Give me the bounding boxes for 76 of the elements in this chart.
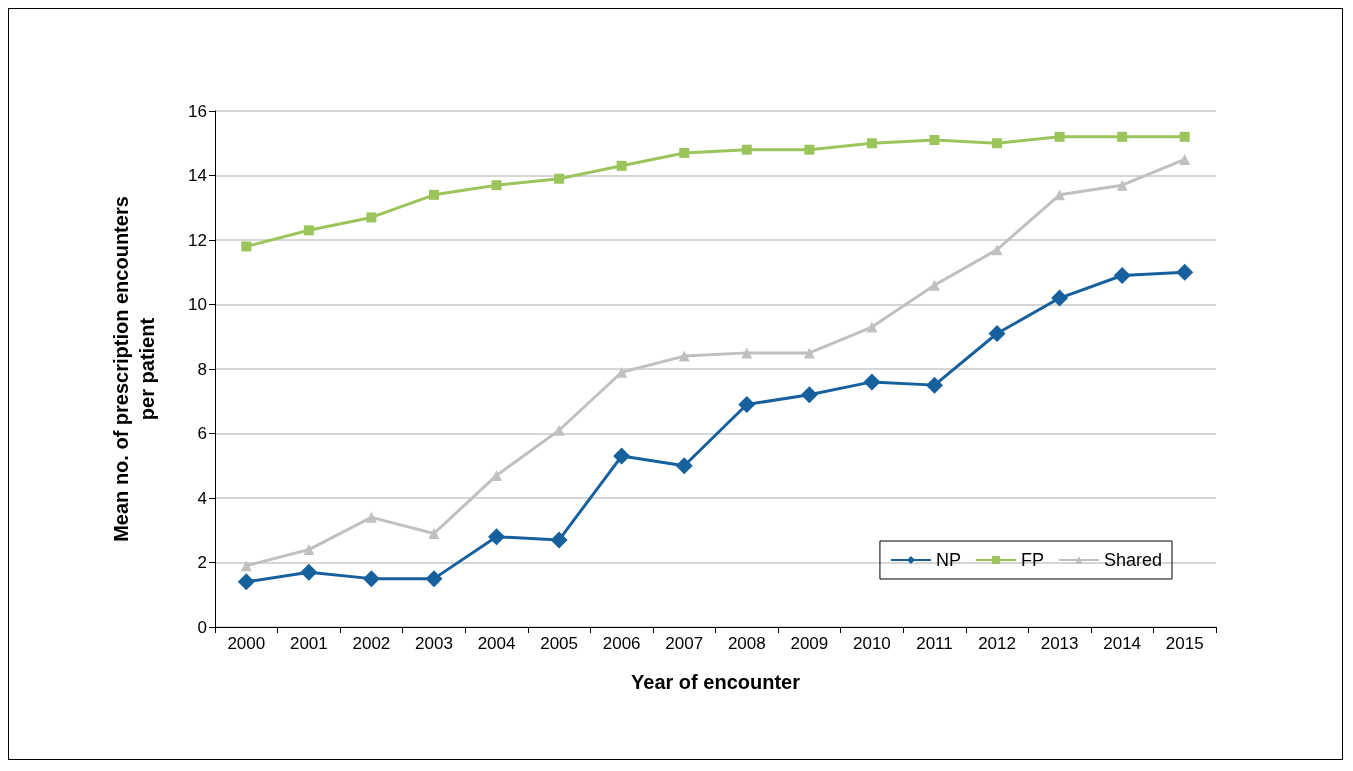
legend-label: NP bbox=[935, 550, 961, 570]
point bbox=[366, 212, 377, 223]
point bbox=[928, 279, 940, 291]
point bbox=[303, 544, 315, 556]
point bbox=[1113, 266, 1131, 284]
x-tick-label: 2008 bbox=[727, 634, 766, 653]
point bbox=[303, 225, 314, 236]
point bbox=[1179, 131, 1190, 142]
x-axis-title: Year of encounter bbox=[631, 671, 801, 693]
point bbox=[1054, 131, 1065, 142]
point bbox=[738, 395, 756, 413]
x-tick-label: 2011 bbox=[916, 634, 953, 653]
point bbox=[863, 373, 881, 391]
point bbox=[929, 135, 940, 146]
x-tick-label: 2003 bbox=[415, 634, 453, 653]
point bbox=[679, 147, 690, 158]
point bbox=[428, 189, 439, 200]
point bbox=[240, 560, 252, 572]
point bbox=[1116, 179, 1128, 191]
point bbox=[488, 528, 506, 546]
point bbox=[1179, 153, 1191, 165]
point bbox=[866, 138, 877, 149]
y-tick-label: 6 bbox=[197, 424, 207, 443]
point bbox=[554, 173, 565, 184]
x-tick-label: 2014 bbox=[1103, 634, 1142, 653]
x-tick-label: 2013 bbox=[1040, 634, 1079, 653]
x-tick-label: 2015 bbox=[1165, 634, 1204, 653]
point bbox=[925, 376, 943, 394]
point bbox=[1054, 189, 1066, 201]
point bbox=[741, 347, 753, 359]
point bbox=[741, 144, 752, 155]
y-axis-title: Mean no. of prescription encounters per patient bbox=[110, 196, 158, 542]
y-tick-label: 4 bbox=[197, 488, 207, 508]
y-tick-label: 16 bbox=[188, 101, 207, 121]
point bbox=[675, 457, 693, 475]
x-tick-label: 2007 bbox=[665, 634, 704, 653]
point bbox=[428, 527, 440, 539]
point bbox=[616, 160, 627, 171]
point bbox=[866, 321, 878, 333]
point bbox=[1176, 263, 1194, 281]
point bbox=[804, 144, 815, 155]
legend-label: Shared bbox=[1103, 550, 1162, 570]
x-tick-label: 2002 bbox=[352, 634, 391, 653]
x-tick-label: 2004 bbox=[477, 634, 516, 653]
point bbox=[613, 447, 631, 465]
y-tick-label: 8 bbox=[197, 359, 207, 379]
point bbox=[300, 563, 318, 581]
y-tick-label: 2 bbox=[197, 553, 207, 572]
x-tick-label: 2005 bbox=[540, 634, 579, 653]
x-tick-label: 2006 bbox=[602, 634, 641, 653]
point bbox=[491, 180, 502, 191]
point bbox=[800, 386, 818, 404]
point bbox=[241, 241, 252, 252]
point bbox=[237, 573, 255, 591]
y-tick-label: 14 bbox=[188, 166, 207, 185]
point bbox=[365, 511, 377, 523]
point bbox=[550, 531, 568, 549]
point bbox=[678, 350, 690, 362]
legend-label: FP bbox=[1020, 550, 1044, 570]
point bbox=[988, 325, 1006, 343]
x-tick-label: 2009 bbox=[790, 634, 829, 653]
x-tick-label: 2001 bbox=[289, 634, 328, 653]
y-tick-label: 0 bbox=[197, 617, 207, 637]
point bbox=[553, 424, 565, 436]
point bbox=[1117, 131, 1128, 142]
point bbox=[362, 570, 380, 588]
x-tick-label: 2012 bbox=[978, 634, 1016, 653]
point bbox=[425, 570, 443, 588]
point bbox=[1051, 289, 1069, 307]
y-tick-label: 10 bbox=[188, 295, 207, 314]
x-tick-label: 2010 bbox=[852, 634, 891, 653]
point bbox=[991, 244, 1003, 256]
point bbox=[992, 138, 1003, 149]
x-tick-label: 2000 bbox=[227, 634, 266, 653]
y-tick-label: 12 bbox=[188, 230, 207, 250]
point bbox=[803, 347, 815, 359]
